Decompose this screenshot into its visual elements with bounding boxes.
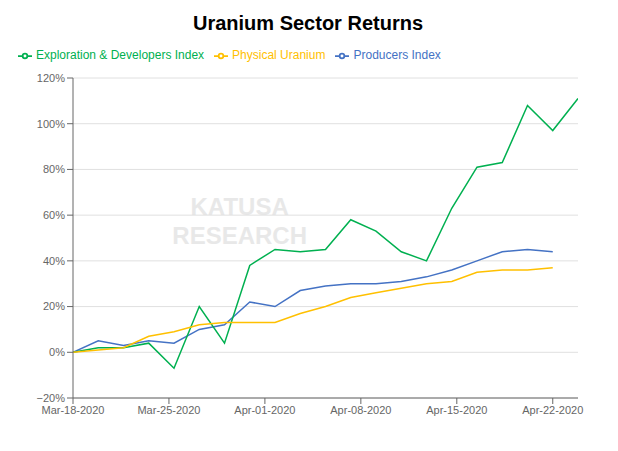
svg-text:Mar-25-2020: Mar-25-2020 — [137, 404, 200, 416]
svg-text:80%: 80% — [43, 163, 65, 175]
html-text:RESEARCH: RESEARCH — [172, 222, 307, 249]
svg-text:40%: 40% — [43, 255, 65, 267]
html-text:Physical Uranium: Physical Uranium — [232, 48, 326, 62]
svg-text:0%: 0% — [49, 346, 65, 358]
svg-text:100%: 100% — [37, 118, 65, 130]
svg-text:120%: 120% — [37, 72, 65, 84]
svg-text:Apr-22-2020: Apr-22-2020 — [522, 404, 583, 416]
html-text:Uranium Sector Returns: Uranium Sector Returns — [193, 12, 423, 34]
svg-text:Apr-01-2020: Apr-01-2020 — [234, 404, 295, 416]
svg-text:Mar-18-2020: Mar-18-2020 — [42, 404, 105, 416]
html-text:KATUSA: KATUSA — [190, 193, 289, 221]
svg-text:Apr-08-2020: Apr-08-2020 — [330, 404, 391, 416]
svg-text:Apr-15-2020: Apr-15-2020 — [426, 404, 487, 416]
svg-text:20%: 20% — [43, 300, 65, 312]
html-text:Exploration & Developers Index: Exploration & Developers Index — [36, 48, 205, 62]
svg-text:−20%: −20% — [37, 392, 66, 404]
svg-text:60%: 60% — [43, 209, 65, 221]
html-text:Producers Index: Producers Index — [353, 48, 441, 62]
